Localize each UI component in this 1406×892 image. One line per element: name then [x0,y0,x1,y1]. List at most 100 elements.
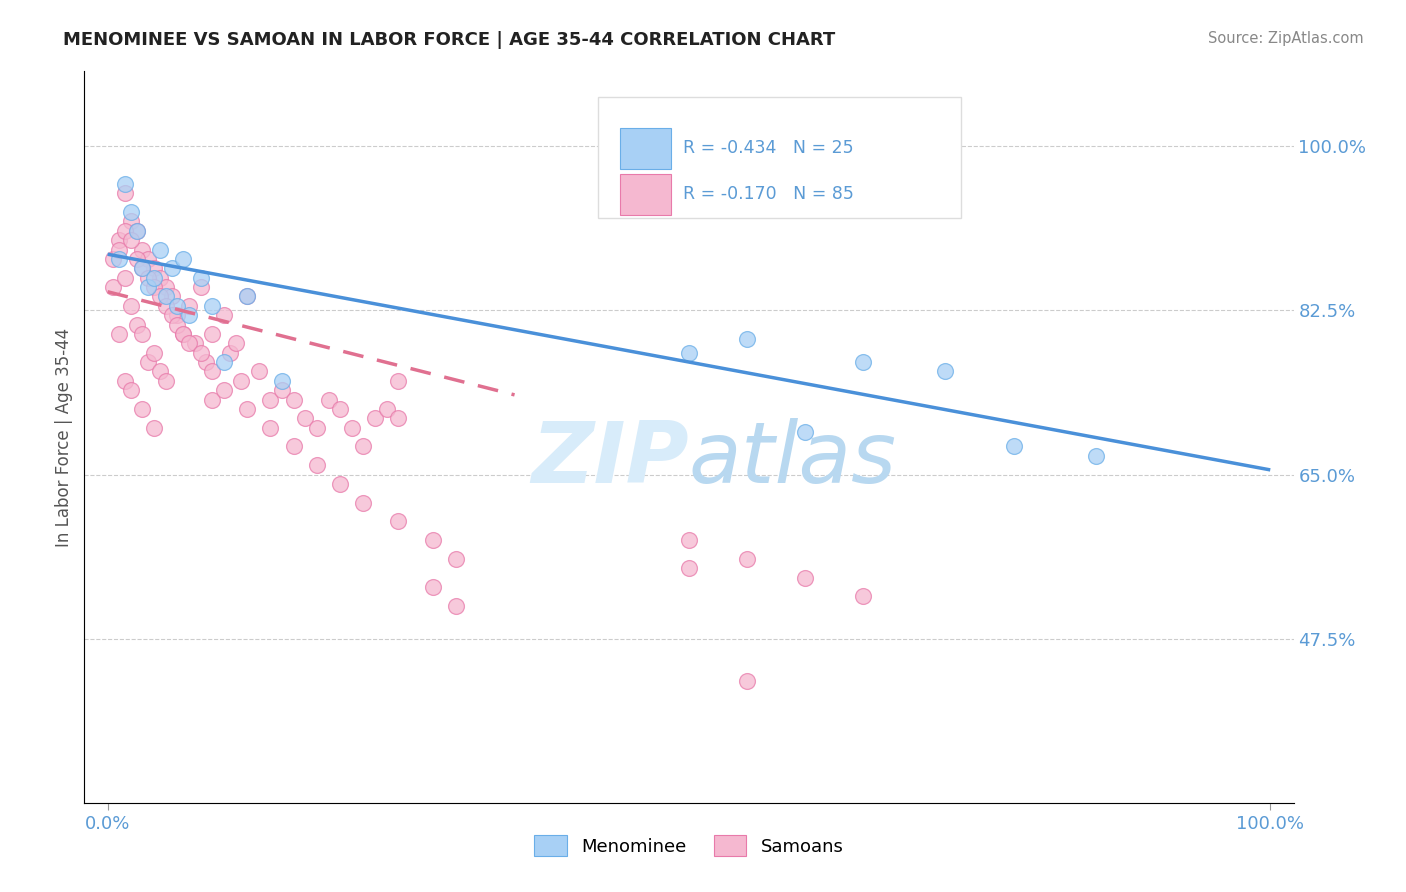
Point [678,345,700,359]
Point [143,280,166,294]
Point [1084,449,1107,463]
Point [422,533,444,548]
Point [125,318,148,332]
Point [340,420,363,434]
Point [177,299,200,313]
Point [125,224,148,238]
Point [103,252,125,266]
Point [108,252,131,266]
Point [155,299,177,313]
Point [160,308,183,322]
Point [225,336,247,351]
Point [352,440,374,454]
Point [136,280,159,294]
Point [114,186,136,201]
Point [422,580,444,594]
Point [108,326,131,341]
Point [195,355,218,369]
Point [735,552,758,566]
Point [143,270,166,285]
Point [131,401,153,416]
Point [201,392,224,407]
Point [149,364,172,378]
Point [735,673,758,688]
Point [160,289,183,303]
Point [201,364,224,378]
Point [446,552,468,566]
Point [852,355,875,369]
Point [852,590,875,604]
Point [120,299,142,313]
Point [190,270,212,285]
Point [329,477,352,491]
Point [305,420,328,434]
Point [108,233,131,247]
Legend: Menominee, Samoans: Menominee, Samoans [534,835,844,856]
Point [375,401,398,416]
Point [166,308,188,322]
Point [184,336,207,351]
Point [155,289,177,303]
Point [236,401,259,416]
Point [108,243,131,257]
Point [143,261,166,276]
Point [155,280,177,294]
Point [352,496,374,510]
Point [678,561,700,575]
Point [136,355,159,369]
Point [259,420,281,434]
Point [143,345,166,359]
Text: Source: ZipAtlas.com: Source: ZipAtlas.com [1208,31,1364,46]
Point [247,364,270,378]
Point [114,270,136,285]
Point [120,383,142,397]
Point [149,289,172,303]
Point [172,252,194,266]
Point [271,383,294,397]
Point [155,374,177,388]
Point [329,401,352,416]
Point [201,326,224,341]
Point [218,345,240,359]
Point [114,374,136,388]
Point [1004,440,1026,454]
Point [236,289,259,303]
Point [125,252,148,266]
Point [120,233,142,247]
Point [387,515,409,529]
Point [120,205,142,219]
Point [446,599,468,613]
Point [305,458,328,473]
Point [166,299,188,313]
Text: R = -0.434   N = 25: R = -0.434 N = 25 [683,139,853,157]
Y-axis label: In Labor Force | Age 35-44: In Labor Force | Age 35-44 [55,327,73,547]
FancyBboxPatch shape [620,174,671,215]
Text: MENOMINEE VS SAMOAN IN LABOR FORCE | AGE 35-44 CORRELATION CHART: MENOMINEE VS SAMOAN IN LABOR FORCE | AGE… [63,31,835,49]
Point [212,355,235,369]
Point [212,383,235,397]
Point [114,177,136,191]
Point [735,332,758,346]
Point [103,280,125,294]
Point [172,326,194,341]
Text: atlas: atlas [689,417,897,500]
Point [283,440,305,454]
Point [149,270,172,285]
Point [131,261,153,276]
FancyBboxPatch shape [599,97,962,218]
Point [387,374,409,388]
FancyBboxPatch shape [620,128,671,169]
Point [131,243,153,257]
Point [294,411,316,425]
Point [794,571,817,585]
Point [177,308,200,322]
Point [236,289,259,303]
Point [131,261,153,276]
Point [271,374,294,388]
Point [136,270,159,285]
Point [794,425,817,440]
Point [143,420,166,434]
Point [114,224,136,238]
Point [212,308,235,322]
Point [231,374,253,388]
